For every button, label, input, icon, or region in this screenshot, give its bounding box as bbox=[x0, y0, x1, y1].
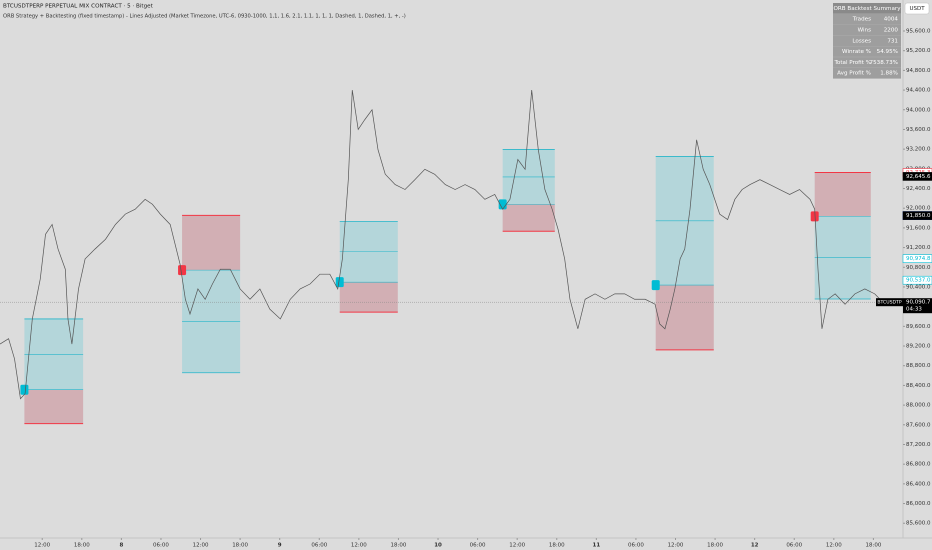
x-tick-label: 12:00 bbox=[826, 543, 842, 549]
table-bg bbox=[833, 3, 901, 79]
y-tick-label: 85,600.0 bbox=[906, 521, 931, 527]
price-label: 90,537.0 bbox=[906, 278, 931, 284]
y-tick-label: 86,400.0 bbox=[906, 481, 931, 487]
y-tick-label: 92,400.0 bbox=[906, 186, 931, 192]
x-tick-label: 12:00 bbox=[193, 543, 209, 549]
x-tick-label: 06:00 bbox=[628, 543, 644, 549]
y-tick-label: 95,200.0 bbox=[906, 48, 931, 54]
price-label: 90,090.7 bbox=[906, 300, 931, 306]
currency-label[interactable]: USDT bbox=[909, 6, 925, 12]
x-tick-label: 12:00 bbox=[34, 543, 50, 549]
y-tick-label: 87,600.0 bbox=[906, 422, 931, 428]
x-tick-label: 12:00 bbox=[509, 543, 525, 549]
symbol-title: BTCUSDTPERP PERPETUAL MIX CONTRACT · 5 ·… bbox=[3, 4, 154, 10]
last-symbol: BTCUSDTP bbox=[877, 300, 902, 306]
x-tick-label: 12:00 bbox=[351, 543, 367, 549]
long-marker bbox=[20, 384, 29, 395]
price-line bbox=[0, 90, 881, 400]
table-value: 54.95% bbox=[877, 49, 898, 55]
y-tick-label: 87,200.0 bbox=[906, 442, 931, 448]
table-title: ORB Backtest Summary bbox=[833, 6, 901, 12]
price-label: 90,974.8 bbox=[906, 256, 931, 262]
y-tick-label: 94,000.0 bbox=[906, 107, 931, 113]
y-tick-label: 86,000.0 bbox=[906, 501, 931, 507]
y-tick-label: 89,600.0 bbox=[906, 324, 931, 330]
short-marker bbox=[810, 211, 819, 222]
x-tick-label: 18:00 bbox=[865, 543, 881, 549]
table-label: Total Profit % bbox=[833, 60, 871, 66]
x-tick-label: 18:00 bbox=[391, 543, 407, 549]
table-value: 1.88% bbox=[880, 71, 898, 77]
stop-zone bbox=[339, 282, 398, 313]
x-tick-label: 18:00 bbox=[232, 543, 248, 549]
y-tick-label: 86,800.0 bbox=[906, 462, 931, 468]
table-value: 2200 bbox=[884, 28, 899, 34]
y-tick-label: 90,400.0 bbox=[906, 284, 931, 290]
countdown: 04:33 bbox=[906, 307, 922, 313]
x-tick-label: 12:00 bbox=[668, 543, 684, 549]
table-header-bg bbox=[833, 3, 901, 14]
y-tick-label: 95,600.0 bbox=[906, 29, 931, 35]
indicator-title[interactable]: ORB Strategy + Backtesting (fixed timest… bbox=[3, 14, 406, 20]
table-label: Trades bbox=[852, 17, 871, 23]
last-symbol-box bbox=[876, 298, 903, 307]
y-tick-label: 93,200.0 bbox=[906, 147, 931, 153]
stop-zone bbox=[24, 389, 84, 424]
x-tick-label: 06:00 bbox=[311, 543, 327, 549]
y-tick-label: 91,200.0 bbox=[906, 245, 931, 251]
y-tick-label: 94,400.0 bbox=[906, 88, 931, 94]
x-tick-label: 10 bbox=[434, 543, 442, 549]
long-marker bbox=[651, 280, 660, 291]
x-tick-label: 06:00 bbox=[470, 543, 486, 549]
x-tick-label: 11 bbox=[593, 543, 601, 549]
price-label: 92,645.6 bbox=[906, 174, 931, 180]
x-tick-label: 9 bbox=[278, 543, 282, 549]
table-value: 731 bbox=[887, 38, 898, 44]
y-tick-label: 94,800.0 bbox=[906, 68, 931, 74]
x-tick-label: 18:00 bbox=[74, 543, 90, 549]
y-tick-label: 89,200.0 bbox=[906, 344, 931, 350]
y-tick-label: 90,800.0 bbox=[906, 265, 931, 271]
price-label-box bbox=[903, 298, 932, 314]
x-tick-label: 8 bbox=[119, 543, 123, 549]
y-tick-label: 93,600.0 bbox=[906, 127, 931, 133]
price-label: 91,850.0 bbox=[906, 213, 931, 219]
currency-button[interactable] bbox=[904, 2, 930, 15]
table-label: Avg Profit % bbox=[837, 71, 871, 77]
table-label: Losses bbox=[852, 38, 871, 44]
x-tick-label: 06:00 bbox=[786, 543, 802, 549]
long-marker bbox=[335, 277, 344, 288]
y-tick-label: 88,000.0 bbox=[906, 403, 931, 409]
table-value: 7538.73% bbox=[870, 60, 898, 66]
table-label: Wins bbox=[858, 28, 872, 34]
stop-zone bbox=[502, 204, 555, 232]
stop-zone bbox=[814, 172, 871, 217]
price-label-box bbox=[902, 254, 932, 263]
x-tick-label: 12 bbox=[751, 543, 759, 549]
short-marker bbox=[178, 265, 187, 276]
table-value: 4004 bbox=[884, 17, 899, 23]
y-tick-label: 88,800.0 bbox=[906, 363, 931, 369]
stop-zone bbox=[182, 215, 241, 271]
y-tick-label: 91,600.0 bbox=[906, 225, 931, 231]
y-tick-label: 88,400.0 bbox=[906, 383, 931, 389]
y-tick-label: 92,000.0 bbox=[906, 206, 931, 212]
price-label-box bbox=[902, 172, 932, 181]
summary-table: ORB Backtest Summary Trades 4004 Wins 2200 Lo… bbox=[833, 3, 901, 79]
price-label-box bbox=[902, 275, 932, 285]
table-label: Winrate % bbox=[842, 49, 871, 55]
x-tick-label: 18:00 bbox=[707, 543, 723, 549]
x-tick-label: 18:00 bbox=[549, 543, 565, 549]
stop-zone bbox=[655, 285, 714, 350]
x-tick-label: 06:00 bbox=[153, 543, 169, 549]
price-label-box bbox=[902, 211, 932, 220]
